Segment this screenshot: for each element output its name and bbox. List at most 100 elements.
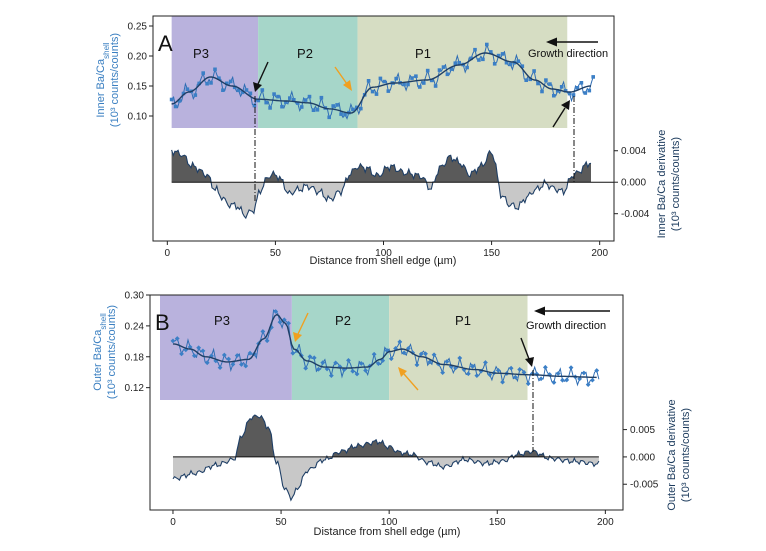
data-point	[425, 68, 430, 73]
data-point	[286, 320, 291, 326]
data-point	[431, 352, 437, 358]
derivative-line	[171, 149, 592, 220]
data-point	[585, 382, 591, 387]
y2-tick-label: 0.000	[630, 452, 655, 463]
zone-p2	[291, 295, 390, 400]
data-point	[559, 85, 564, 89]
data-point	[538, 376, 544, 382]
data-point	[516, 59, 521, 63]
arrow-head-icon	[293, 332, 302, 342]
derivative-line	[172, 414, 600, 502]
data-point	[177, 99, 182, 103]
data-point	[363, 368, 368, 373]
data-point	[260, 329, 266, 334]
arrow-head-icon	[343, 80, 352, 91]
data-point	[414, 74, 418, 78]
panel-a-zone-label-p3: P3	[193, 46, 209, 61]
panel-a-growth-arrowhead-icon	[546, 37, 557, 47]
fit-curve	[172, 313, 597, 379]
data-point	[564, 377, 570, 383]
data-point	[525, 381, 531, 387]
arrow-head-icon	[525, 357, 534, 367]
data-point	[290, 350, 296, 356]
data-point	[350, 368, 356, 374]
data-point	[478, 368, 484, 374]
arrow-head-icon	[253, 82, 262, 92]
derivative-positive-area	[171, 149, 591, 183]
data-point	[532, 69, 536, 73]
y-tick-label: 0.30	[125, 291, 145, 302]
data-point	[170, 338, 176, 344]
x-tick-label: 0	[170, 517, 176, 528]
data-point	[512, 374, 518, 380]
data-point	[335, 103, 339, 107]
x-tick-label: 0	[165, 248, 171, 259]
data-point	[174, 336, 180, 341]
panel-b-y-title-left: Outer Ba/Cashell (10³ counts/counts)	[92, 305, 118, 399]
data-point	[548, 82, 552, 86]
data-point	[311, 355, 317, 361]
data-point	[307, 94, 312, 99]
panel-b-growth-direction: Growth direction	[526, 306, 610, 332]
data-point	[590, 377, 595, 383]
data-point	[449, 67, 454, 71]
data-point	[197, 81, 201, 86]
data-point	[179, 351, 184, 357]
data-point	[277, 319, 283, 325]
panel-a-series	[169, 42, 595, 120]
data-point	[517, 367, 523, 372]
y-tick-label: 0.24	[125, 321, 145, 332]
panel-b-derivative-fill	[172, 414, 600, 502]
panel-a-zone-label-p2: P2	[297, 46, 313, 61]
data-point	[508, 62, 513, 67]
data-point	[243, 363, 249, 369]
data-point	[244, 88, 249, 92]
data-point	[204, 360, 210, 366]
data-point	[339, 112, 343, 116]
data-point	[571, 93, 576, 97]
data-point	[236, 88, 241, 93]
x-tick-label: 100	[375, 248, 392, 259]
data-point	[228, 79, 233, 84]
data-point	[232, 85, 237, 90]
y2-tick-label: 0.000	[621, 178, 646, 189]
data-point	[359, 106, 363, 111]
data-point	[376, 361, 381, 367]
data-point	[500, 379, 505, 385]
data-point	[320, 360, 326, 366]
data-point	[221, 352, 227, 358]
data-point	[292, 98, 296, 102]
data-point	[386, 89, 391, 93]
data-point	[555, 89, 560, 93]
data-point	[577, 376, 583, 382]
data-point	[327, 115, 331, 120]
data-point	[492, 62, 497, 66]
panel-a-label: A	[158, 31, 173, 56]
data-point	[552, 93, 556, 98]
panel-a-ylabel-main: Inner Ba/Cashell	[95, 42, 111, 117]
data-point	[594, 368, 600, 373]
panel-b-ticks: 0 50 100 150 200 0.12 0.18 0.24 0.30 -0.005 0.000 0…	[125, 291, 659, 529]
x-tick-label: 200	[597, 517, 614, 528]
panel-b-arrow-black	[520, 337, 534, 367]
data-point	[477, 58, 481, 62]
panel-a-zones	[171, 16, 568, 128]
data-point	[453, 61, 458, 65]
data-point	[169, 97, 174, 102]
data-point	[328, 373, 334, 379]
data-point	[366, 79, 371, 83]
x-tick-label: 100	[381, 517, 398, 528]
arrow-shaft-icon	[334, 66, 348, 85]
data-point	[346, 358, 351, 363]
data-point	[217, 76, 221, 80]
data-point	[173, 104, 178, 109]
data-point	[544, 78, 548, 82]
data-point	[273, 309, 279, 314]
arrow-shaft-icon	[297, 312, 309, 335]
y2-tick-label: 0.005	[630, 425, 655, 436]
y2-tick-label: -0.005	[630, 480, 659, 491]
data-point	[374, 92, 379, 96]
arrow-shaft-icon	[257, 61, 269, 85]
data-point	[440, 370, 446, 376]
data-point	[280, 104, 284, 109]
